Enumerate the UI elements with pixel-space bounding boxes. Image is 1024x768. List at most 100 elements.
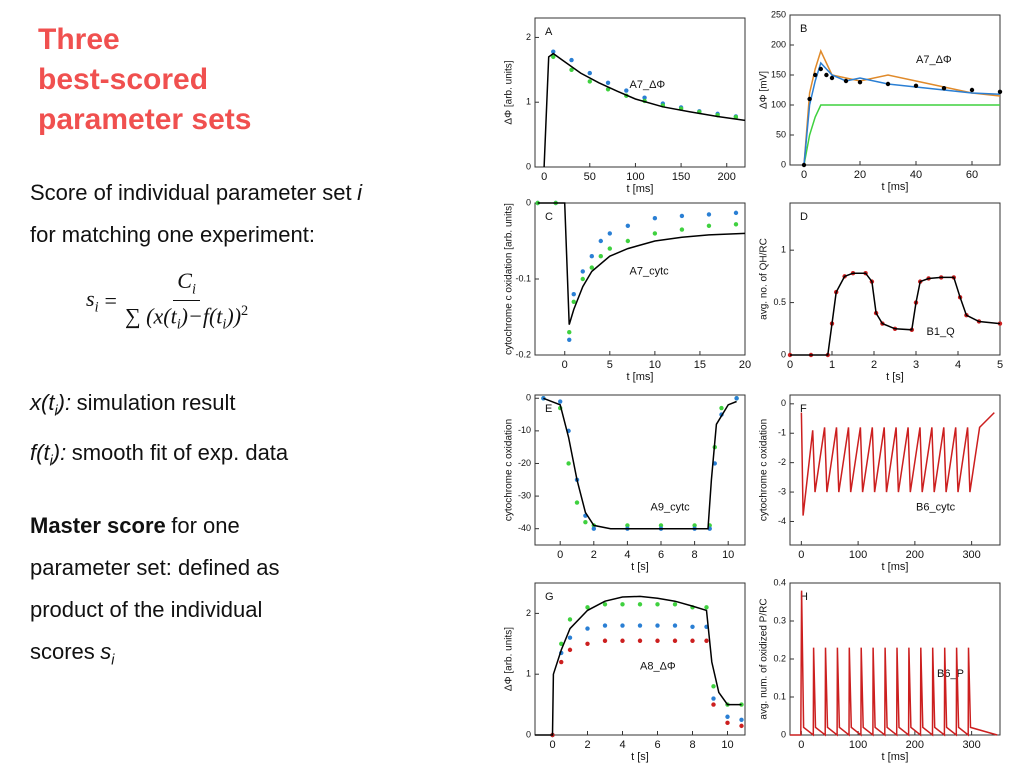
x-tick-label: 0 xyxy=(798,739,804,751)
symbol: C xyxy=(177,268,192,293)
data-point xyxy=(652,231,658,236)
data-point xyxy=(605,80,611,85)
data-point xyxy=(704,638,709,643)
exponent: 2 xyxy=(241,303,249,320)
data-point xyxy=(602,638,608,643)
y-tick-label: 2 xyxy=(526,608,531,618)
data-point xyxy=(602,623,608,628)
y-tick-label: 0 xyxy=(526,729,531,739)
panel-letter: H xyxy=(800,591,808,603)
term: f(t xyxy=(30,440,50,466)
master-line: Master score for one xyxy=(30,505,279,547)
text: Score of individual parameter set xyxy=(30,180,352,205)
x-tick-label: 4 xyxy=(624,549,630,561)
x-tick-label: 8 xyxy=(692,549,698,561)
data-point xyxy=(655,602,660,607)
data-point xyxy=(624,88,629,93)
plot-frame xyxy=(789,202,1001,356)
x-axis-label: t [ms] xyxy=(882,181,909,193)
panel-label: B6_P xyxy=(937,668,964,680)
master-line: product of the individual xyxy=(30,597,263,622)
x-tick-label: 100 xyxy=(849,549,867,561)
data-point xyxy=(813,72,818,78)
y-tick-label: -40 xyxy=(518,523,531,533)
data-point xyxy=(711,696,716,701)
x-tick-label: 100 xyxy=(849,739,867,751)
data-point xyxy=(559,641,564,646)
formula: si = Ci ∑ (x(ti)−f(ti))2 xyxy=(86,268,248,334)
data-point xyxy=(704,605,709,610)
x-tick-label: 0 xyxy=(557,549,563,561)
y-tick-label: 50 xyxy=(776,129,786,139)
bold: Master score xyxy=(30,513,166,538)
data-point xyxy=(733,210,739,216)
data-point xyxy=(551,49,556,54)
data-point xyxy=(567,647,573,653)
definitions: x(ti): simulation result f(ti): smooth fit… xyxy=(30,382,288,483)
series-line xyxy=(537,202,746,325)
equals: = xyxy=(104,288,117,314)
part: )) xyxy=(226,303,242,329)
y-tick-label: -10 xyxy=(518,425,531,435)
y-tick-label: 200 xyxy=(771,39,786,49)
panel-label: A9_cytc xyxy=(651,501,691,513)
y-tick-label: 0.1 xyxy=(773,691,786,701)
data-point xyxy=(569,57,574,63)
x-axis-label: t [s] xyxy=(631,561,649,573)
data-point xyxy=(598,238,603,244)
x-tick-label: 1 xyxy=(829,359,835,371)
x-tick-label: 5 xyxy=(997,359,1003,371)
x-tick-label: 200 xyxy=(906,739,924,751)
part: ∑ (x(t xyxy=(124,303,177,329)
data-point xyxy=(567,617,573,622)
series-line xyxy=(543,397,737,530)
data-point xyxy=(739,723,744,729)
x-tick-label: 0 xyxy=(787,359,793,371)
panel-label: A7_ΔΦ xyxy=(916,54,952,66)
data-point xyxy=(637,638,643,643)
symbol: s xyxy=(86,285,95,311)
panel-letter: B xyxy=(800,23,807,35)
x-tick-label: 5 xyxy=(607,359,613,371)
title-line: Three xyxy=(38,23,120,56)
y-axis-label: avg. no. of QH/RC xyxy=(759,238,770,320)
y-tick-label: 2 xyxy=(526,32,531,42)
data-point xyxy=(843,78,849,84)
data-point xyxy=(801,162,807,168)
data-point xyxy=(580,269,585,274)
data-point xyxy=(655,623,660,628)
y-tick-label: -4 xyxy=(778,516,786,526)
panel-letter: A xyxy=(545,26,553,38)
panel-letter: D xyxy=(800,211,808,223)
data-point xyxy=(585,605,590,610)
panel-label: B1_Q xyxy=(927,326,956,338)
y-axis-label: avg. num. of oxidized P/RC xyxy=(759,598,770,719)
symbol: i xyxy=(357,180,363,205)
data-point xyxy=(969,87,975,93)
data-point xyxy=(551,54,556,60)
x-tick-label: 10 xyxy=(722,549,734,561)
y-tick-label: -30 xyxy=(518,490,531,500)
plot-frame xyxy=(534,582,746,736)
series-line xyxy=(803,104,1000,166)
series-line xyxy=(803,48,1001,166)
x-axis-label: t [s] xyxy=(886,371,904,383)
y-tick-label: -0.1 xyxy=(515,273,531,283)
data-point xyxy=(719,405,724,411)
lhs: si xyxy=(86,286,99,316)
y-tick-label: 250 xyxy=(771,9,786,19)
term: ): xyxy=(52,440,67,466)
data-point xyxy=(583,519,588,525)
x-tick-label: 15 xyxy=(694,359,706,371)
symbol: s xyxy=(100,639,112,664)
x-tick-label: 6 xyxy=(658,549,664,561)
fraction: Ci ∑ (x(ti)−f(ti))2 xyxy=(125,268,248,334)
x-tick-label: 150 xyxy=(672,171,690,183)
x-tick-label: 0 xyxy=(549,739,555,751)
data-point xyxy=(997,89,1003,95)
title-line: best-scored xyxy=(38,63,209,96)
master-line: parameter set: defined as xyxy=(30,555,280,580)
intro-line: for matching one experiment: xyxy=(30,222,315,247)
x-tick-label: 300 xyxy=(962,739,980,751)
y-tick-label: 0 xyxy=(526,161,531,171)
